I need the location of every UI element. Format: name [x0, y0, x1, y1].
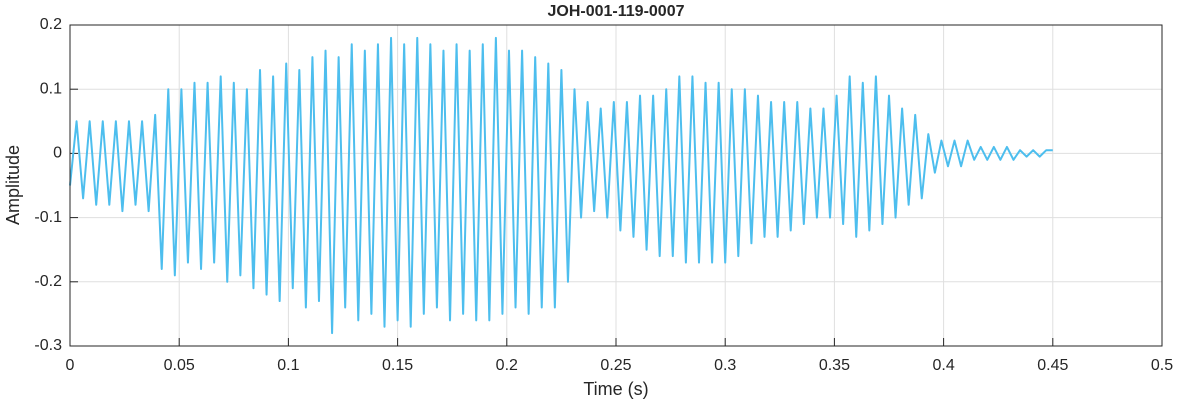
x-tick-label: 0: [66, 357, 75, 374]
y-tick-label: 0.1: [40, 80, 62, 97]
plot-frame: [69, 24, 1163, 347]
x-tick-label: 0.2: [496, 357, 518, 374]
y-tick-label: 0: [53, 145, 62, 162]
y-tick-label: -0.3: [34, 337, 62, 354]
x-tick-label: 0.1: [277, 357, 299, 374]
x-tick-label: 0.05: [164, 357, 195, 374]
x-axis-label: Time (s): [583, 379, 648, 399]
chart-title: JOH-001-119-0007: [548, 3, 685, 20]
y-axis-label: Amplitude: [3, 145, 23, 225]
x-tick-label: 0.35: [819, 357, 850, 374]
x-tick-label: 0.15: [382, 357, 413, 374]
waveform-line: [69, 36, 1053, 335]
x-tick-label: 0.25: [600, 357, 631, 374]
y-tick-label: 0.2: [40, 16, 62, 33]
y-tick-label: -0.2: [34, 273, 62, 290]
x-tick-label: 0.3: [714, 357, 736, 374]
x-tick-label: 0.45: [1037, 357, 1068, 374]
x-tick-label: 0.5: [1151, 357, 1173, 374]
x-tick-label: 0.4: [932, 357, 954, 374]
y-tick-label: -0.1: [34, 209, 62, 226]
